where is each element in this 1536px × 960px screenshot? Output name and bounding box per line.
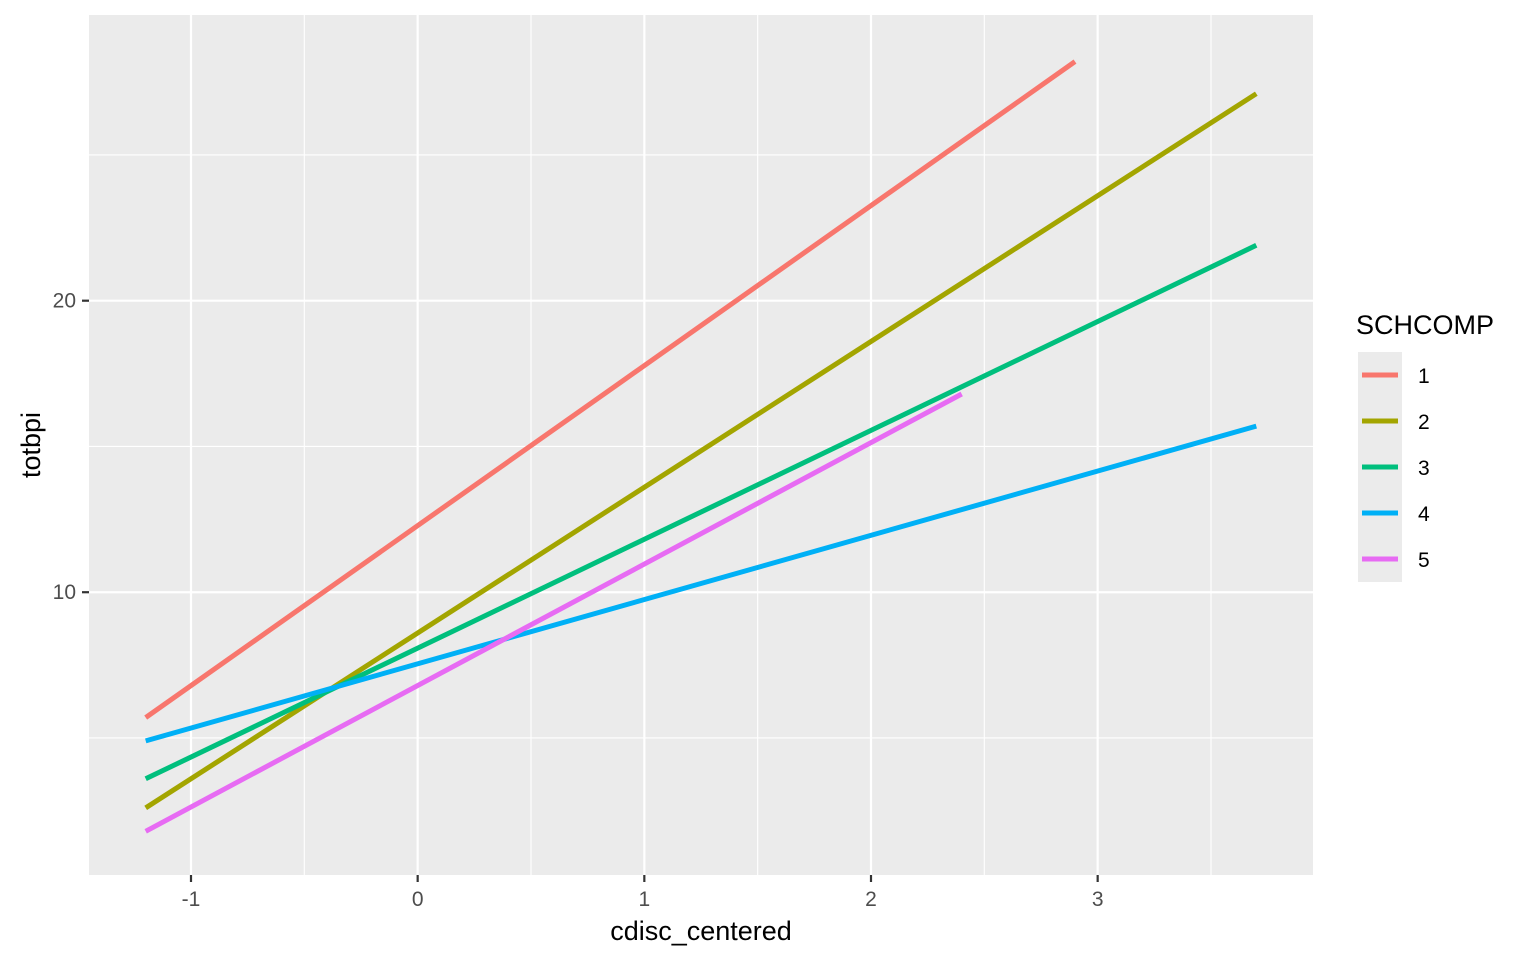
x-tick-label-3: 2 — [865, 888, 877, 911]
x-tick-label-0: -1 — [182, 888, 201, 911]
series-line-4 — [145, 423, 1257, 744]
series-layer — [144, 59, 1258, 834]
series-line-1 — [144, 59, 1077, 720]
axis-ticks — [82, 299, 1099, 882]
legend-label-1: 1 — [1418, 365, 1430, 388]
x-tick-label-1: 0 — [412, 888, 424, 911]
x-axis-title: cdisc_centered — [610, 916, 792, 946]
legend-keys: 1 2 3 4 5 — [1358, 352, 1430, 582]
plot-panel — [89, 15, 1313, 875]
legend-title: SCHCOMP — [1356, 310, 1494, 340]
legend-label-4: 4 — [1418, 503, 1430, 526]
series-line-5 — [144, 391, 963, 834]
grid-major — [89, 15, 1313, 875]
legend-label-3: 3 — [1418, 457, 1430, 480]
axis-tick-labels: -1 0 1 2 3 10 20 — [53, 290, 1104, 911]
legend: SCHCOMP 1 2 3 4 5 — [1356, 310, 1494, 582]
grid-minor — [89, 15, 1313, 875]
x-tick-label-2: 1 — [638, 888, 650, 911]
x-tick-label-4: 3 — [1092, 888, 1104, 911]
y-tick-label-0: 10 — [53, 581, 76, 604]
legend-label-2: 2 — [1418, 411, 1430, 434]
y-axis-title: totbpi — [16, 412, 46, 478]
y-tick-label-1: 20 — [53, 290, 76, 313]
legend-label-5: 5 — [1418, 549, 1430, 572]
